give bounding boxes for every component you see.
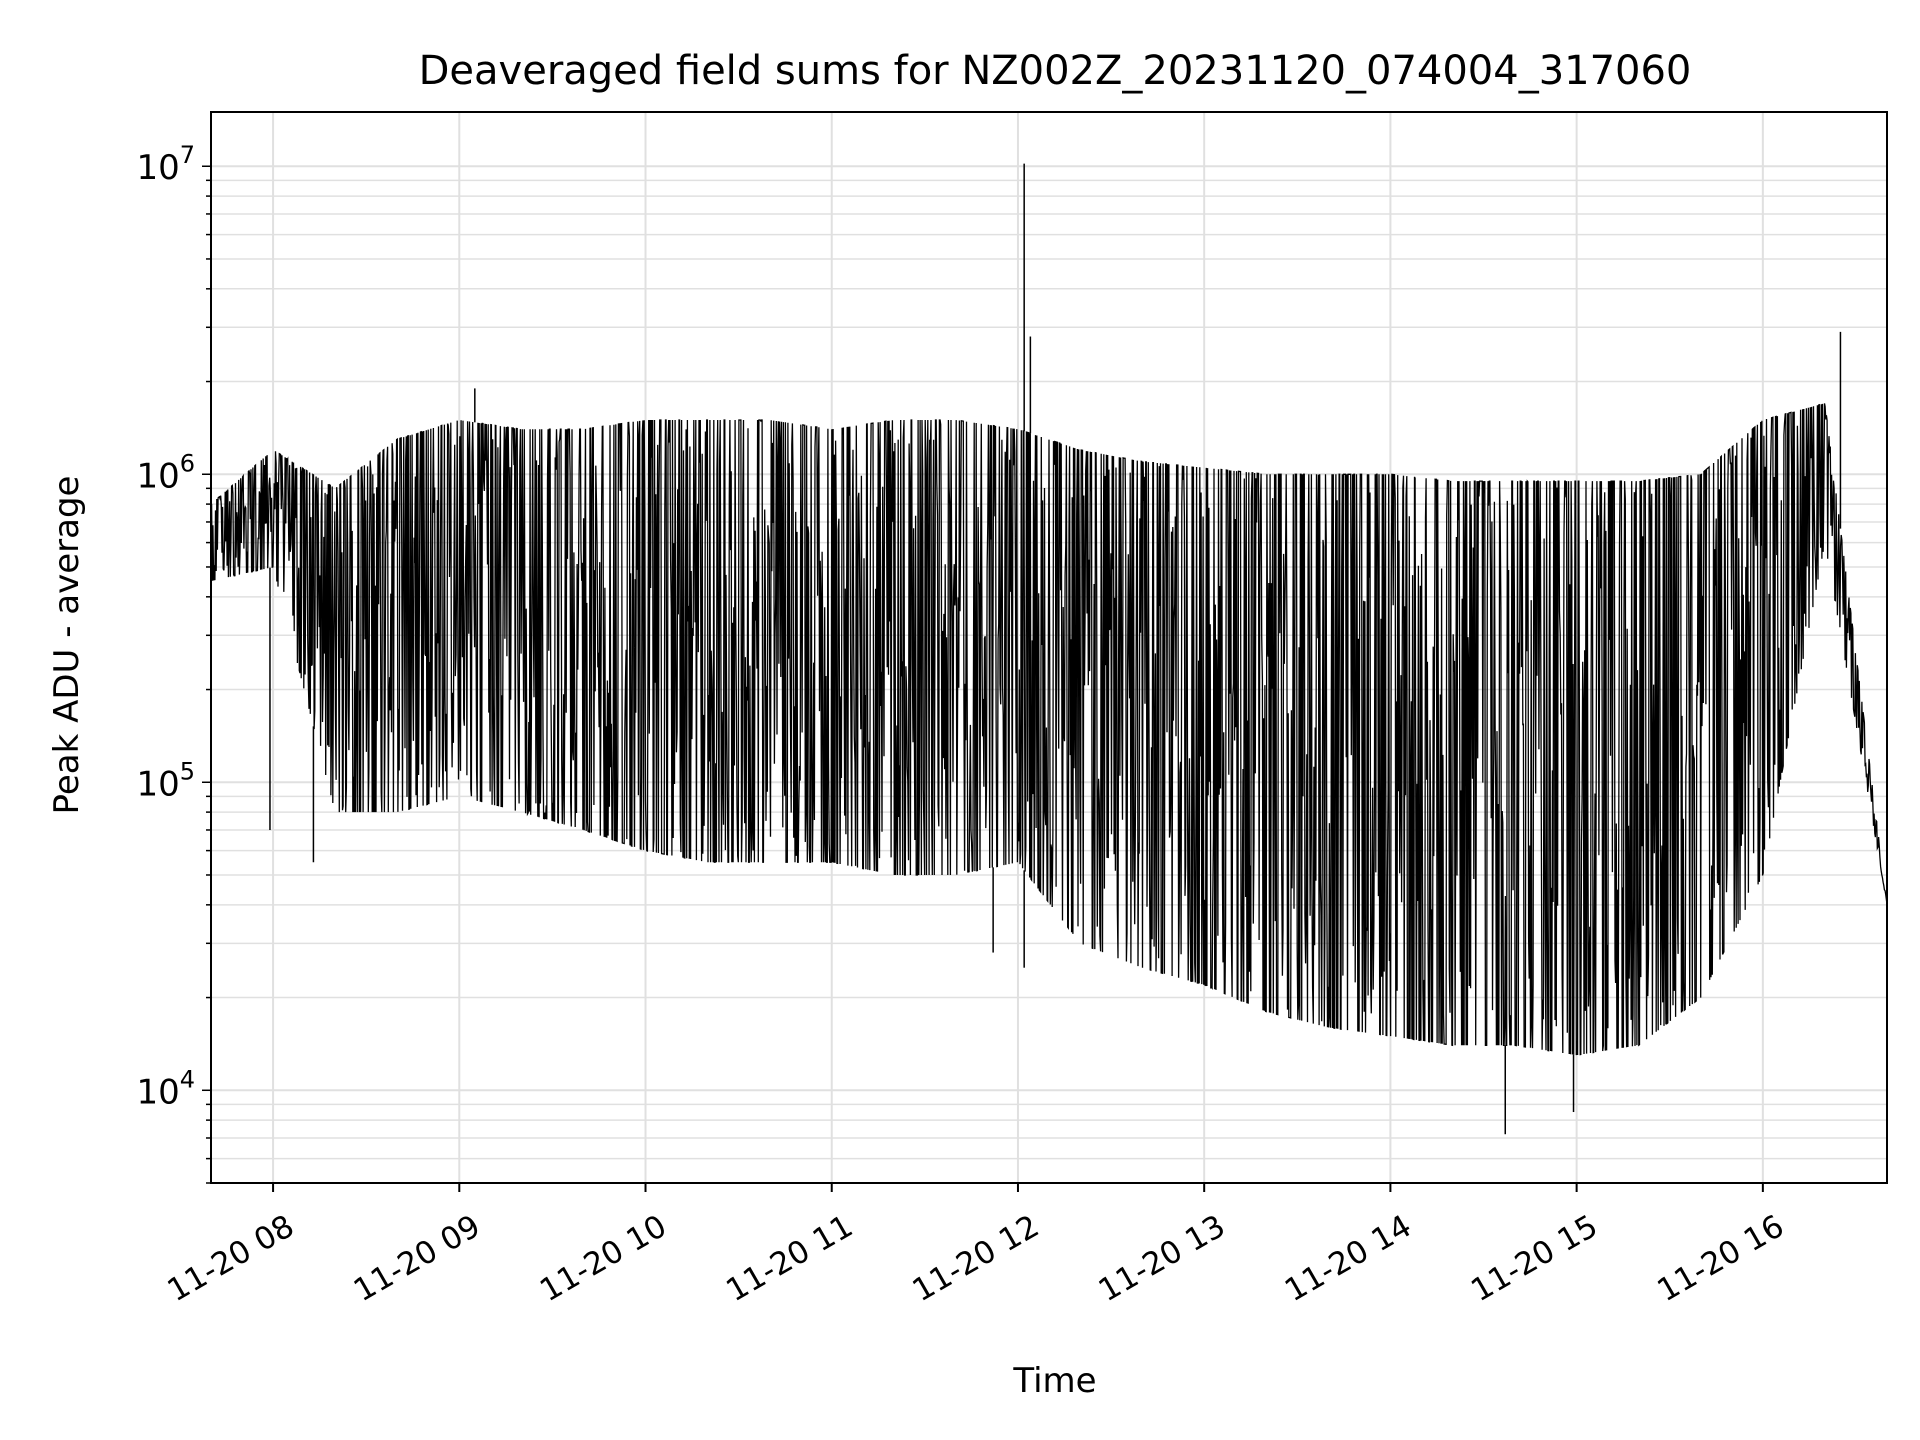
y-tick-label: 105 xyxy=(136,757,195,804)
y-axis-label: Peak ADU - average xyxy=(47,476,87,815)
y-tick-label: 107 xyxy=(136,141,195,188)
y-tick-label: 104 xyxy=(136,1065,195,1112)
plot-frame xyxy=(210,111,1888,1184)
x-axis-label: Time xyxy=(1012,1361,1096,1401)
series-line xyxy=(210,403,1888,1056)
series-layer xyxy=(210,163,1888,1135)
y-axis: 104 105 106 107 xyxy=(136,141,211,1184)
chart-title: Deaveraged field sums for NZ002Z_2023112… xyxy=(419,48,1692,94)
y-tick-label: 106 xyxy=(136,449,195,496)
